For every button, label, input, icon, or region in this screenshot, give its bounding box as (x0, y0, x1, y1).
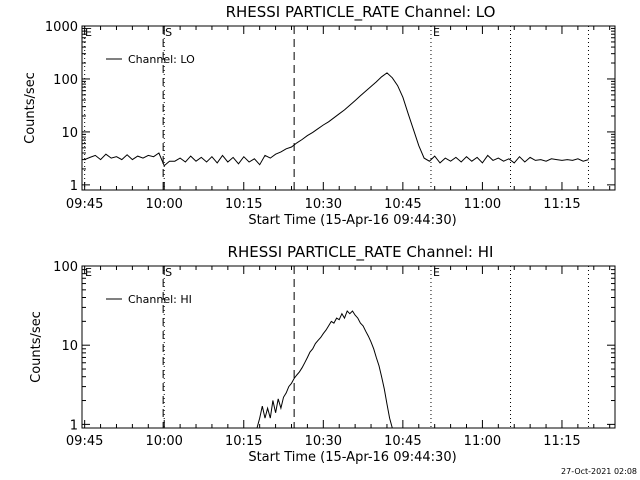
x-tick-label: 11:15 (543, 197, 580, 212)
y-tick-label: 10 (61, 126, 78, 141)
y-tick-label: 1 (70, 418, 78, 433)
y-tick-label: 1 (70, 179, 78, 194)
x-tick-label: 10:45 (384, 197, 421, 212)
y-tick-label: 10 (61, 339, 78, 354)
marker-label: E (433, 26, 440, 39)
chart-panel-lo: RHESSI PARTICLE_RATE Channel: LO 1 10 100 10… (23, 3, 616, 228)
marker-label: E (85, 266, 92, 279)
chart-title: RHESSI PARTICLE_RATE Channel: LO (226, 3, 496, 22)
plot-frame (81, 265, 616, 429)
y-axis-label: Counts/sec (23, 72, 38, 144)
x-tick-label: 10:00 (145, 197, 182, 212)
x-tick-label: 10:00 (145, 434, 182, 449)
marker-label: E (433, 266, 440, 279)
y-tick-label: 1000 (45, 20, 78, 35)
series-line (256, 310, 419, 429)
x-tick-label: 09:45 (66, 434, 103, 449)
marker-label: S (165, 26, 172, 39)
x-tick-label: 09:45 (66, 197, 103, 212)
x-tick-label: 10:15 (225, 434, 262, 449)
chart-title: RHESSI PARTICLE_RATE Channel: HI (228, 243, 494, 262)
chart-panel-hi: RHESSI PARTICLE_RATE Channel: HI 1 10 100 09… (29, 243, 616, 465)
y-tick-label: 100 (53, 73, 78, 88)
marker-label: S (165, 266, 172, 279)
x-axis-label: Start Time (15-Apr-16 09:44:30) (248, 213, 456, 228)
x-tick-label: 10:45 (384, 434, 421, 449)
x-tick-label: 11:00 (464, 197, 501, 212)
x-tick-label: 11:15 (543, 434, 580, 449)
x-tick-label: 10:30 (305, 197, 342, 212)
timestamp-stamp: 27-Oct-2021 02:08 (561, 467, 637, 476)
plot-frame (81, 25, 616, 191)
y-tick-label: 100 (53, 260, 78, 275)
x-tick-label: 10:15 (225, 197, 262, 212)
series-line (84, 72, 589, 167)
marker-label: E (85, 26, 92, 39)
legend-label: Channel: HI (128, 293, 192, 306)
x-tick-label: 10:30 (305, 434, 342, 449)
x-axis-label: Start Time (15-Apr-16 09:44:30) (248, 450, 456, 465)
x-tick-label: 11:00 (464, 434, 501, 449)
legend-label: Channel: LO (128, 53, 195, 66)
y-axis-label: Counts/sec (29, 311, 44, 383)
